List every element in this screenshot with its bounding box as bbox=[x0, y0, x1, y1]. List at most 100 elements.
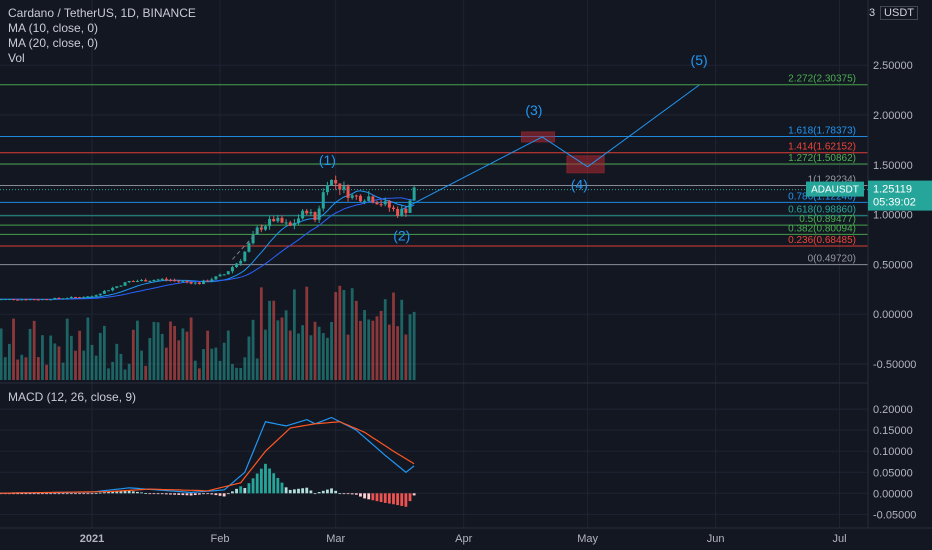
volume-bar bbox=[78, 330, 82, 380]
volume-bar bbox=[330, 321, 333, 380]
wave-projection-line bbox=[401, 84, 700, 211]
candle bbox=[309, 209, 313, 217]
fib-level-label: 2.272(2.30375) bbox=[788, 74, 856, 85]
macd-histogram-bar bbox=[82, 493, 86, 495]
fibonacci-levels: 2.272(2.30375) 1.618(1.78373) 1.414(1.6215… bbox=[0, 74, 868, 266]
volume-bar bbox=[272, 300, 276, 380]
elliott-wave: (1) (2) (3) (4) (5) bbox=[319, 52, 708, 243]
candle bbox=[73, 296, 77, 298]
volume-bar bbox=[326, 337, 329, 380]
grid bbox=[0, 0, 868, 528]
volume-bar bbox=[49, 335, 53, 380]
volume-bar bbox=[259, 287, 263, 380]
fib-level-label: 0(0.49720) bbox=[808, 254, 856, 265]
candle bbox=[239, 259, 243, 266]
ma10-label[interactable]: MA (10, close, 0) bbox=[8, 21, 99, 35]
macd-histogram-bar bbox=[127, 490, 131, 494]
macd-histogram-bar bbox=[412, 493, 416, 496]
candle bbox=[288, 220, 292, 227]
macd-histogram-bar bbox=[371, 493, 375, 501]
volume-bar bbox=[140, 350, 143, 380]
price-tag-countdown: 05:39:02 bbox=[873, 197, 916, 209]
volume-bar bbox=[288, 330, 292, 380]
candle bbox=[49, 299, 53, 301]
macd-histogram-bar bbox=[69, 493, 73, 495]
volume-bar bbox=[12, 318, 15, 380]
volume-label[interactable]: Vol bbox=[8, 51, 25, 65]
candle bbox=[363, 199, 367, 205]
candle bbox=[131, 280, 135, 283]
volume-bar bbox=[86, 317, 90, 380]
volume-bar bbox=[383, 299, 387, 380]
macd-histogram-bar bbox=[41, 493, 44, 495]
macd-histogram-bar bbox=[177, 493, 181, 495]
candle bbox=[3, 299, 7, 301]
macd-histogram-bar bbox=[288, 489, 292, 494]
volume-bar bbox=[313, 321, 317, 380]
macd-histogram-bar bbox=[202, 493, 205, 495]
volume-bar bbox=[206, 330, 210, 380]
candle bbox=[243, 250, 247, 263]
volume-bar bbox=[408, 314, 412, 380]
target-box bbox=[566, 155, 605, 174]
macd-histogram-bar bbox=[326, 489, 329, 494]
volume-bar bbox=[41, 335, 44, 380]
candle bbox=[334, 175, 338, 190]
macd-histogram-bar bbox=[28, 493, 32, 495]
volume-bar bbox=[255, 358, 259, 380]
macd-histogram-bar bbox=[32, 493, 36, 495]
volume-bar bbox=[156, 322, 160, 380]
symbol-title[interactable]: Cardano / TetherUS, 1D, BINANCE bbox=[8, 6, 196, 20]
currency-button[interactable]: 3 USDT bbox=[869, 6, 918, 20]
macd-legend[interactable]: MACD (12, 26, close, 9) bbox=[8, 390, 137, 404]
macd-histogram-bar bbox=[111, 491, 115, 494]
volume-bar bbox=[268, 300, 271, 380]
ma20-label[interactable]: MA (20, close, 0) bbox=[8, 36, 99, 50]
macd-histogram-bar bbox=[36, 493, 40, 495]
volume-bar bbox=[350, 288, 354, 380]
macd-histogram-bar bbox=[140, 492, 143, 494]
macd-histogram-bar bbox=[239, 486, 243, 494]
volume-bar bbox=[334, 292, 338, 380]
candle bbox=[107, 290, 111, 292]
macd-histogram-bar bbox=[231, 491, 234, 494]
macd-histogram-bar bbox=[164, 493, 168, 495]
volume-bar bbox=[247, 336, 251, 380]
volume-bar bbox=[375, 316, 379, 380]
macd-histogram-bar bbox=[396, 493, 400, 506]
candle bbox=[65, 297, 69, 300]
macd-histogram-bar bbox=[16, 493, 20, 495]
time-axis[interactable]: 2021 Feb Mar Apr May Jun Jul bbox=[0, 527, 932, 545]
volume-bar bbox=[57, 346, 61, 380]
ma20-line bbox=[0, 197, 415, 300]
candle bbox=[12, 299, 16, 301]
dashed-trend bbox=[232, 222, 266, 260]
macd-histogram-bar bbox=[264, 463, 267, 494]
candle bbox=[173, 278, 177, 282]
volume-bar bbox=[107, 368, 110, 380]
macd-histogram-bar bbox=[383, 493, 387, 503]
candle bbox=[202, 279, 206, 285]
candle bbox=[86, 296, 90, 298]
candle bbox=[325, 181, 329, 196]
volume-bar bbox=[235, 367, 238, 380]
macd-histogram-bar bbox=[49, 493, 53, 495]
candle bbox=[156, 278, 160, 281]
price-tick-label: -0.50000 bbox=[873, 359, 916, 371]
time-tick-label: Feb bbox=[211, 533, 230, 545]
volume-bar bbox=[119, 353, 123, 380]
candle bbox=[305, 208, 309, 216]
macd-histogram-bar bbox=[243, 488, 247, 494]
time-tick-label: Mar bbox=[326, 533, 345, 545]
macd-histogram-bar bbox=[90, 493, 94, 495]
volume-bar bbox=[173, 325, 176, 380]
wave-label: (2) bbox=[393, 227, 410, 243]
volume-bar bbox=[231, 363, 234, 380]
candle bbox=[20, 298, 24, 301]
candle bbox=[206, 279, 210, 282]
macd-histogram-bar bbox=[309, 490, 313, 494]
price-axis[interactable]: 2.50000 2.00000 1.50000 1.00000 0.50000 0.000… bbox=[867, 0, 932, 550]
volume-bar bbox=[169, 321, 172, 380]
candle bbox=[346, 184, 350, 202]
